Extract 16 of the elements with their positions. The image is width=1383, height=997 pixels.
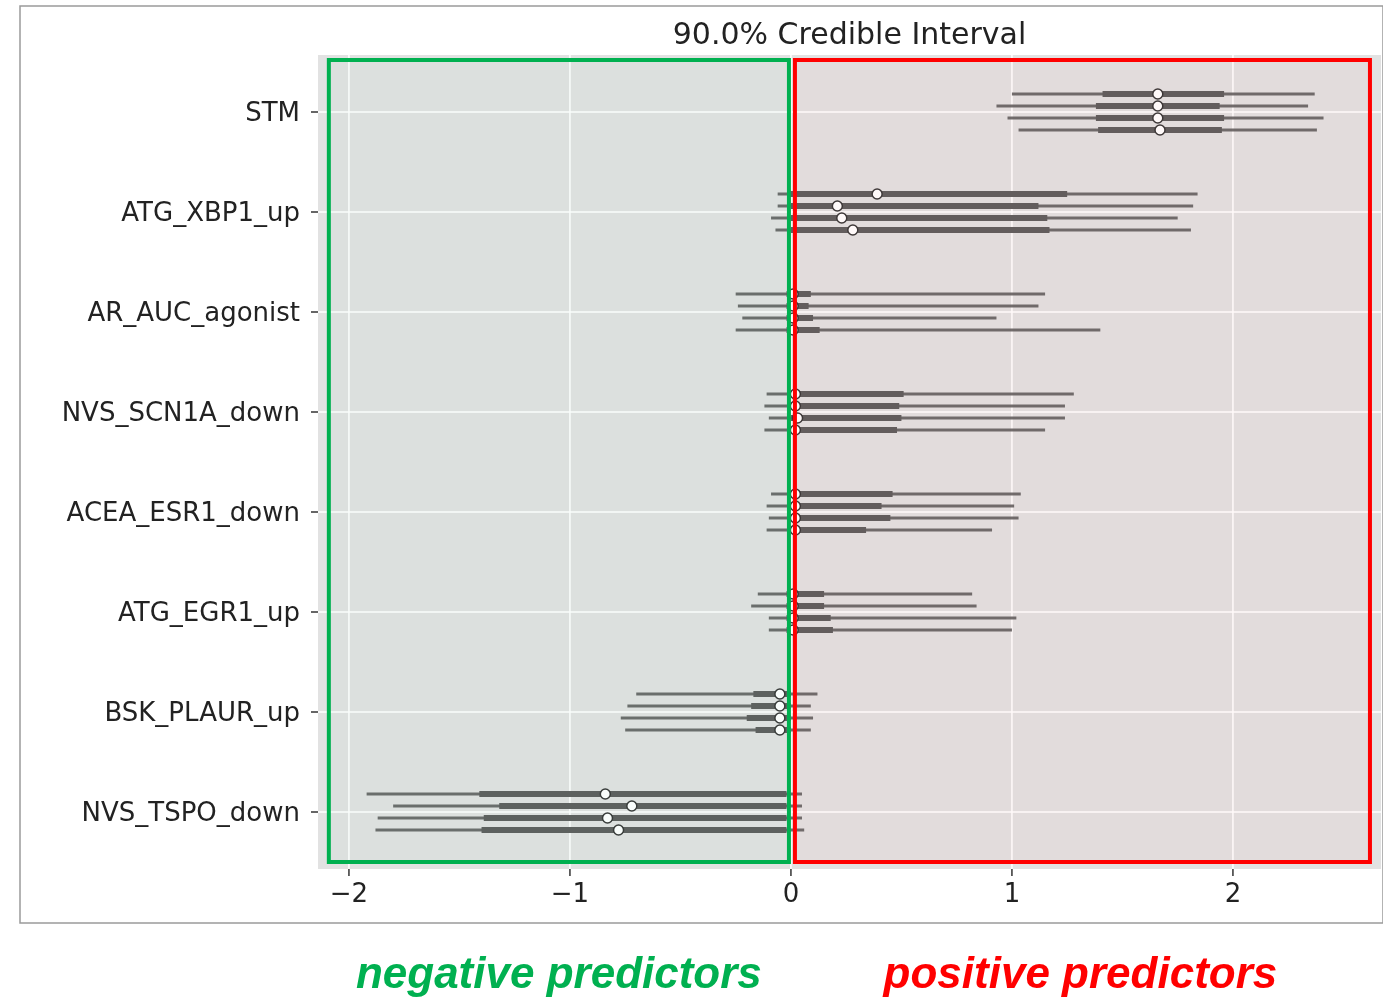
y-tick-label: NVS_SCN1A_down xyxy=(61,397,300,427)
y-tick-label: ATG_XBP1_up xyxy=(121,197,300,227)
y-tick-label: BSK_PLAUR_up xyxy=(104,697,300,727)
band-label: negative predictors xyxy=(355,948,762,997)
chart-title: 90.0% Credible Interval xyxy=(672,16,1027,51)
x-tick-label: −2 xyxy=(329,878,369,908)
x-tick-label: 2 xyxy=(1224,878,1242,908)
y-tick-label: NVS_TSPO_down xyxy=(81,797,300,827)
band-label: positive predictors xyxy=(882,948,1278,997)
y-tick-label: AR_AUC_agonist xyxy=(87,297,300,327)
y-tick-label: STM xyxy=(245,97,300,127)
y-tick-label: ACEA_ESR1_down xyxy=(66,497,300,527)
x-tick-label: 0 xyxy=(782,878,800,908)
y-tick-label: ATG_EGR1_up xyxy=(118,597,300,627)
x-tick-label: −1 xyxy=(550,878,590,908)
x-tick-label: 1 xyxy=(1003,878,1021,908)
